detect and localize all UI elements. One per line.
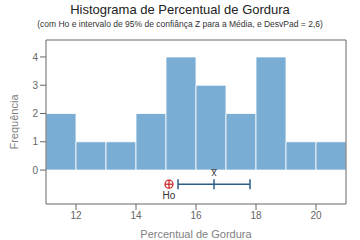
html-text:Histograma de Percentual de Go: Histograma de Percentual de Gordura xyxy=(70,2,290,17)
svg-text:1: 1 xyxy=(32,136,38,147)
svg-text:Frequência: Frequência xyxy=(8,94,20,150)
svg-text:4: 4 xyxy=(32,52,38,63)
svg-text:14: 14 xyxy=(130,210,142,221)
svg-text:20: 20 xyxy=(310,210,322,221)
svg-text:16: 16 xyxy=(190,210,202,221)
html-text:(com Ho e intervalo de 95% de: (com Ho e intervalo de 95% de confiânça … xyxy=(37,19,323,29)
svg-text:12: 12 xyxy=(70,210,82,221)
svg-text:x̅: x̅ xyxy=(211,167,217,178)
svg-text:0: 0 xyxy=(32,165,38,176)
svg-text:Ho: Ho xyxy=(163,190,176,201)
svg-text:Percentual de Gordura: Percentual de Gordura xyxy=(140,228,252,240)
svg-text:3: 3 xyxy=(32,80,38,91)
svg-text:2: 2 xyxy=(32,108,38,119)
svg-text:18: 18 xyxy=(250,210,262,221)
